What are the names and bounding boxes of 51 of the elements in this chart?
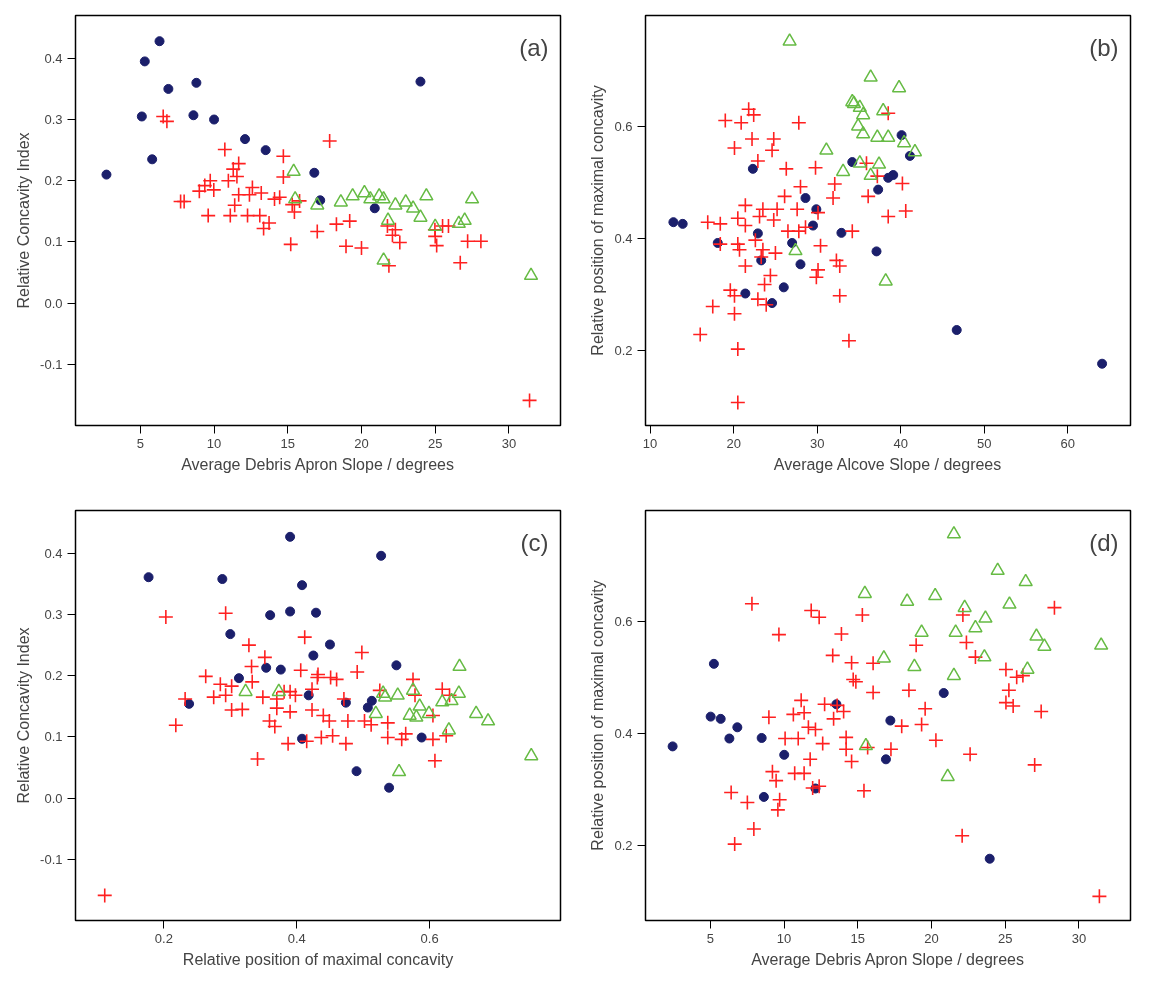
y-tick-label: 0.3 — [44, 112, 63, 128]
y-tick-label: 0.4 — [44, 545, 63, 561]
y-tick-label: -0.1 — [40, 851, 63, 867]
y-tick-label: 0.2 — [44, 173, 63, 189]
y-tick-label: 0.0 — [44, 790, 63, 806]
y-tick-label: 0.2 — [614, 838, 633, 854]
x-tick-label: 60 — [1060, 435, 1076, 451]
x-tick-label: 40 — [893, 435, 908, 451]
x-tick-label: 10 — [206, 435, 222, 451]
y-tick-label: 0.2 — [614, 343, 633, 359]
x-tick-label: 25 — [427, 435, 443, 451]
x-tick-label: 5 — [706, 930, 714, 946]
x-tick-label: 0.6 — [420, 930, 439, 946]
y-axis-title: Relative position of maximal concavity — [589, 580, 607, 851]
y-tick-label: 0.4 — [44, 50, 63, 66]
x-tick-label: 30 — [1071, 930, 1087, 946]
annotation: (a) — [519, 33, 549, 61]
y-axis-title: Relative position of maximal concavity — [589, 85, 607, 356]
x-tick-label: 20 — [726, 435, 741, 451]
x-axis-title: Average Alcove Slope / degrees — [773, 455, 1002, 473]
y-tick-label: 0.6 — [614, 118, 633, 134]
x-axis-title: Average Debris Apron Slope / degrees — [751, 950, 1024, 968]
y-tick-label: 0.1 — [44, 729, 63, 745]
y-axis-title: Relative Concavity Index — [15, 132, 33, 309]
y-tick-label: 0.3 — [44, 607, 63, 623]
x-tick-label: 20 — [354, 435, 369, 451]
x-tick-label: 10 — [776, 930, 792, 946]
x-axis-title: Average Debris Apron Slope / degrees — [181, 455, 454, 473]
x-tick-label: 0.4 — [287, 930, 306, 946]
y-tick-label: 0.2 — [44, 668, 63, 684]
x-tick-label: 15 — [850, 930, 866, 946]
x-tick-label: 30 — [809, 435, 825, 451]
y-axis-title: Relative Concavity Index — [15, 627, 33, 804]
y-tick-label: 0.0 — [44, 295, 63, 311]
x-axis-title: Relative position of maximal concavity — [182, 950, 454, 968]
annotation: (c) — [520, 528, 549, 556]
annotation: (b) — [1089, 33, 1119, 61]
x-tick-label: 15 — [280, 435, 296, 451]
x-tick-label: 20 — [924, 930, 939, 946]
x-tick-label: 10 — [642, 435, 658, 451]
y-tick-label: 0.6 — [614, 613, 633, 629]
y-tick-label: 0.1 — [44, 234, 63, 250]
x-tick-label: 25 — [997, 930, 1013, 946]
x-tick-label: 30 — [501, 435, 517, 451]
x-tick-label: 5 — [136, 435, 144, 451]
x-tick-label: 0.2 — [154, 930, 173, 946]
x-tick-label: 50 — [977, 435, 992, 451]
y-tick-label: 0.4 — [614, 230, 633, 246]
y-tick-label: 0.4 — [614, 725, 633, 741]
y-tick-label: -0.1 — [40, 356, 63, 372]
annotation: (d) — [1089, 528, 1119, 556]
